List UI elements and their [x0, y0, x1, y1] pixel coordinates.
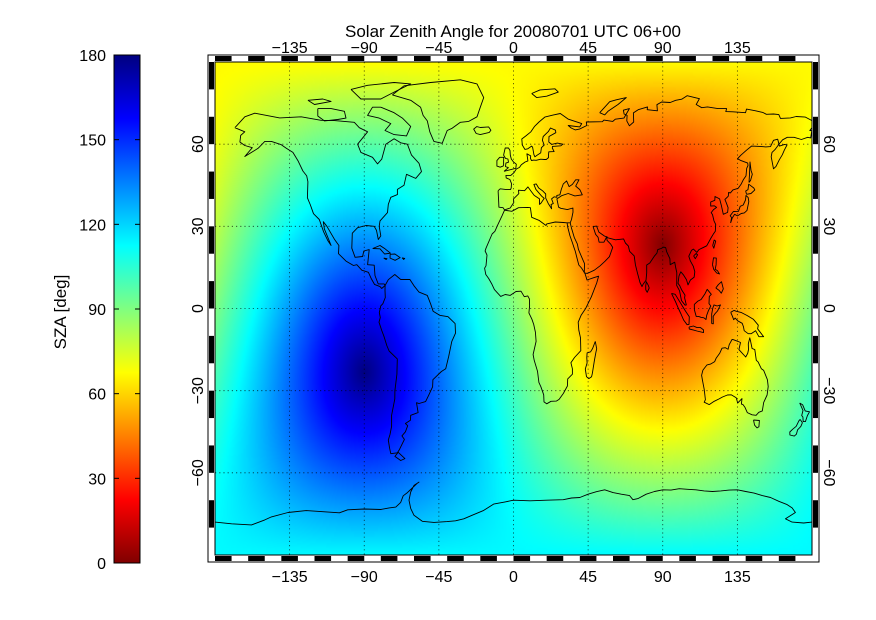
colorbar: 180 150 120 90 60 30 0 SZA [deg] — [51, 48, 141, 573]
coastline-path — [215, 481, 812, 526]
colorbar-label: SZA [deg] — [51, 275, 70, 350]
coastline-path — [745, 183, 756, 195]
x-tick-label-bottom: 45 — [579, 569, 597, 586]
coastline-path — [394, 451, 406, 461]
coastline-path — [712, 257, 720, 275]
x-tick-label-bottom: −45 — [425, 569, 452, 586]
x-tick-label-top: 135 — [724, 40, 751, 57]
x-tick-label-bottom: 135 — [724, 569, 751, 586]
coastline-path — [383, 257, 388, 260]
coastline-path — [599, 97, 627, 116]
coastline-path — [317, 108, 347, 122]
map-inner-frame — [214, 61, 813, 556]
x-tick-label-bottom: −135 — [272, 569, 308, 586]
coastline-path — [671, 292, 690, 326]
coastline-path — [584, 341, 598, 380]
y-tick-label-left: −30 — [190, 377, 207, 404]
map-border-bars — [209, 56, 818, 561]
coastline-path — [496, 156, 505, 168]
coastline-path — [401, 257, 406, 260]
colorbar-tick-label: 60 — [88, 387, 106, 404]
x-tick-label-top: −45 — [425, 40, 452, 57]
y-tick-label-left: 30 — [190, 217, 207, 235]
coastline-path — [645, 281, 650, 293]
y-tick-label-right: −60 — [820, 459, 837, 486]
x-tick-label-top: 45 — [579, 40, 597, 57]
colorbar-tick-label: 180 — [79, 48, 106, 65]
colorbar-tick-label: 30 — [88, 471, 106, 488]
coastline-path — [729, 194, 750, 224]
coastline-path — [799, 402, 810, 423]
coastline-path — [531, 88, 559, 99]
x-tick-label-top: −90 — [351, 40, 378, 57]
x-tick-label-bottom: 0 — [509, 569, 518, 586]
coastline-path — [367, 106, 412, 137]
coastline-path — [392, 79, 485, 144]
x-tick-label-bottom: −90 — [351, 569, 378, 586]
coastline-path — [473, 126, 492, 136]
coastline-path — [730, 309, 765, 338]
coastline-path — [693, 252, 699, 260]
y-tick-label-right: 0 — [820, 304, 837, 313]
y-tick-label-right: 60 — [820, 135, 837, 153]
coastline-path — [701, 337, 769, 416]
colorbar-tick-label: 120 — [79, 217, 106, 234]
colorbar-tick-label: 150 — [79, 133, 106, 150]
y-tick-label-right: −30 — [820, 377, 837, 404]
coastline-path — [688, 325, 704, 334]
coastline-path — [748, 161, 753, 183]
coastline-path — [693, 288, 712, 320]
y-tick-label-right: 30 — [820, 217, 837, 235]
coastline-path — [753, 419, 760, 429]
coastline-path — [789, 419, 803, 437]
coastline-path — [372, 245, 391, 255]
coastlines — [215, 79, 812, 526]
coastline-path — [712, 239, 717, 249]
y-tick-label-left: 60 — [190, 135, 207, 153]
coastline-path — [307, 98, 332, 105]
colorbar-ticks: 180 150 120 90 60 30 0 — [79, 48, 140, 573]
y-tick-label-left: −60 — [190, 459, 207, 486]
x-tick-label-top: −135 — [272, 40, 308, 57]
colorbar-tick-label: 0 — [97, 556, 106, 573]
coastline-path — [234, 112, 422, 289]
y-tick-labels: 60 60 30 30 0 0 −30 −30 −60 −60 — [190, 135, 837, 486]
x-tick-label-top: 90 — [654, 40, 672, 57]
x-tick-label-top: 0 — [509, 40, 518, 57]
coastline-path — [503, 147, 517, 172]
chart-title: Solar Zenith Angle for 20080701 UTC 06+0… — [345, 22, 681, 41]
coastline-path — [484, 95, 812, 405]
y-tick-label-left: 0 — [190, 304, 207, 313]
coastline-path — [389, 253, 401, 261]
coastline-path — [711, 304, 721, 325]
coastline-path — [350, 82, 412, 100]
coastline-path — [715, 281, 724, 294]
colorbar-tick-label: 90 — [88, 302, 106, 319]
coastline-path — [378, 274, 456, 455]
x-tick-labels: −135 −135 −90 −90 −45 −45 0 0 45 45 90 90 135 135 — [272, 40, 751, 586]
x-tick-label-bottom: 90 — [654, 569, 672, 586]
graticule-grid — [215, 62, 812, 555]
